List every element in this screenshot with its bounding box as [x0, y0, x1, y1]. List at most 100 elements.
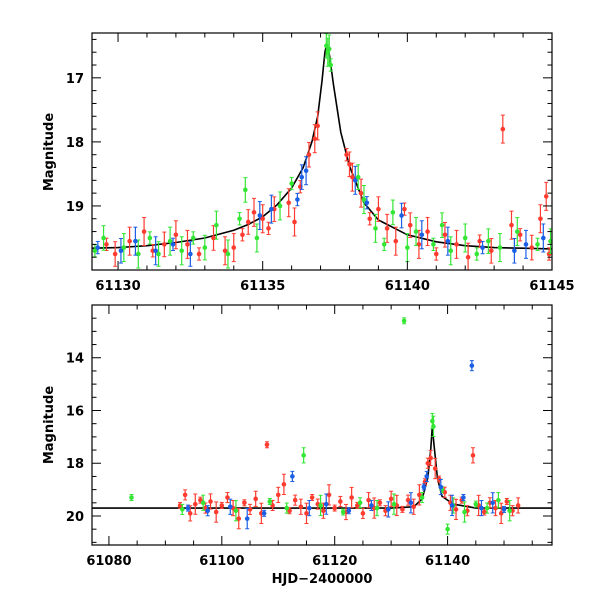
bottom-red-point [377, 499, 383, 507]
top-red-point [312, 124, 318, 154]
top-green-point [243, 177, 248, 203]
top-red-point [376, 196, 381, 222]
top-green-point [156, 241, 161, 267]
bottom-red-point [292, 494, 298, 506]
top-blue-point [445, 226, 451, 256]
top-red-point [393, 226, 399, 256]
bottom-blue-point [490, 492, 496, 514]
top-y-tick-label: 19 [66, 200, 84, 215]
top-green-point [413, 217, 419, 247]
bottom-blue-point [185, 504, 191, 512]
top-red-point [196, 247, 202, 261]
bottom-blue-point [479, 499, 484, 517]
top-panel-frame [91, 32, 553, 271]
top-red-point [509, 210, 514, 240]
top-green-point [237, 212, 242, 226]
top-blue-point [512, 237, 517, 264]
top-green-point [101, 225, 106, 251]
top-y-tick-label: 17 [66, 72, 84, 87]
bottom-green-point [496, 492, 501, 509]
top-green-point [328, 58, 333, 72]
bottom-red-point [242, 499, 247, 507]
top-red-point [266, 221, 271, 236]
top-red-point [240, 228, 245, 242]
bottom-panel-frame [91, 304, 553, 546]
bottom-red-point [428, 449, 433, 467]
bottom-x-tick-label: 61100 [199, 554, 244, 569]
bottom-blue-point [323, 493, 329, 515]
top-panel: 61130 61135 61140 61145 17 18 19 Magnitude [42, 32, 575, 294]
bottom-green-point [301, 447, 306, 464]
top-red-point [251, 197, 257, 227]
bottom-y-axis-label: Magnitude [42, 386, 57, 465]
bottom-red-point [411, 498, 417, 515]
top-green-point [277, 191, 283, 221]
bottom-red-point [198, 496, 203, 504]
top-blue-point [295, 192, 300, 207]
bottom-x-tick-label: 61120 [312, 554, 357, 569]
top-green-point [486, 228, 491, 254]
top-green-point [121, 233, 127, 263]
top-red-point [315, 111, 320, 141]
bottom-panel: 61080 61100 61120 61140 14 16 18 20 Magnitude H… [42, 304, 553, 587]
bottom-model-curve [92, 426, 552, 509]
bottom-blue-point [369, 499, 374, 512]
top-green-point [462, 223, 468, 253]
top-red-point [454, 229, 459, 259]
bottom-red-point [366, 492, 371, 509]
bottom-green-point [445, 523, 450, 535]
bottom-blue-point [421, 483, 427, 491]
bottom-red-point [225, 491, 230, 504]
bottom-blue-point [438, 478, 444, 496]
bottom-green-point [431, 415, 436, 437]
top-red-point [286, 188, 292, 218]
bottom-green-point [233, 500, 239, 522]
bottom-green-point [340, 508, 346, 516]
top-red-point [465, 242, 471, 270]
top-green-point [390, 199, 396, 226]
bottom-green-point [473, 500, 479, 508]
top-red-point [350, 162, 355, 192]
top-model-curve [92, 42, 552, 250]
top-green-point [135, 239, 141, 269]
bottom-red-point [270, 499, 275, 512]
bottom-red-point [470, 447, 476, 464]
bottom-red-point [453, 498, 459, 521]
top-y-axis-label: Magnitude [42, 113, 57, 192]
bottom-blue-point [346, 507, 352, 515]
top-blue-point [299, 164, 305, 190]
bottom-red-point [309, 494, 315, 502]
top-red-point [141, 217, 147, 247]
bottom-blue-point [205, 505, 211, 517]
top-red-point [162, 231, 167, 258]
bottom-green-point [284, 502, 290, 514]
bottom-red-point [247, 503, 253, 515]
top-blue-point [364, 196, 370, 210]
x-axis-label: HJD−2400000 [272, 572, 373, 587]
top-x-tick-label: 61130 [95, 279, 140, 294]
top-red-point [127, 226, 132, 256]
top-red-point [488, 237, 494, 264]
top-blue-point [269, 194, 274, 224]
top-green-point [514, 217, 520, 247]
top-red-point [358, 178, 364, 208]
top-blue-point [257, 201, 263, 231]
top-green-point [431, 237, 436, 252]
bottom-green-point [484, 502, 490, 514]
bottom-red-point [360, 507, 366, 519]
bottom-green-point [419, 491, 425, 504]
bottom-red-point [219, 501, 225, 509]
bottom-green-point [180, 503, 185, 515]
top-green-point [202, 234, 208, 261]
top-green-point [214, 210, 219, 240]
top-blue-point [399, 202, 404, 229]
bottom-red-point [400, 505, 405, 513]
top-blue-point [170, 237, 176, 252]
bottom-red-point [515, 497, 521, 514]
top-x-tick-label: 61140 [385, 279, 430, 294]
bottom-y-tick-label: 14 [66, 352, 84, 367]
top-red-point [306, 141, 312, 168]
bottom-red-point [332, 504, 337, 512]
top-green-point [535, 237, 540, 252]
top-red-point [292, 207, 297, 237]
